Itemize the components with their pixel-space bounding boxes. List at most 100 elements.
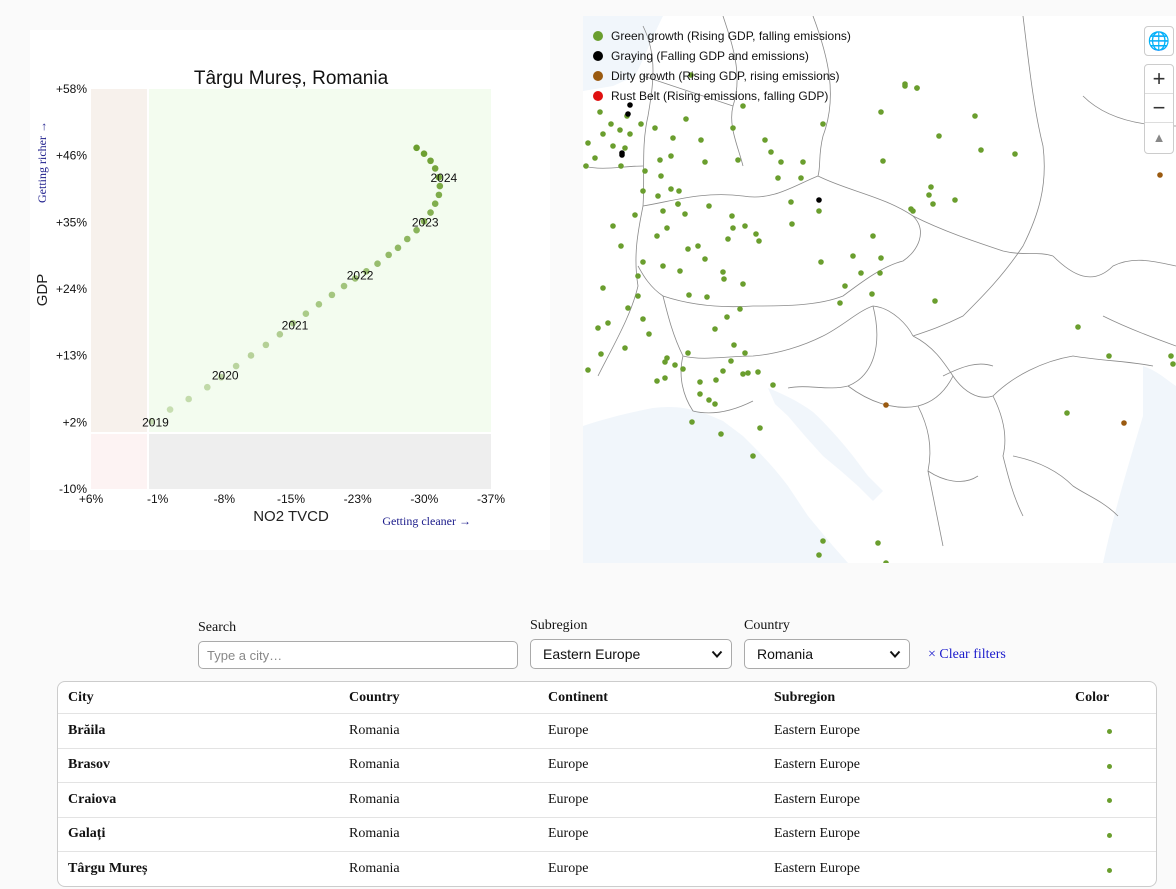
- city-dot[interactable]: [657, 157, 663, 163]
- city-dot[interactable]: [662, 359, 668, 365]
- city-dot[interactable]: [850, 253, 856, 259]
- city-dot[interactable]: [585, 367, 591, 373]
- city-dot[interactable]: [677, 268, 683, 274]
- city-dot[interactable]: [600, 131, 606, 137]
- zoom-in-button[interactable]: +: [1145, 65, 1173, 94]
- city-dot[interactable]: [820, 538, 826, 544]
- city-dot[interactable]: [798, 175, 804, 181]
- city-dot[interactable]: [695, 243, 701, 249]
- city-dot[interactable]: [712, 401, 718, 407]
- city-dot[interactable]: [664, 225, 670, 231]
- city-dot[interactable]: [737, 306, 743, 312]
- city-dot[interactable]: [932, 298, 938, 304]
- city-dot[interactable]: [870, 233, 876, 239]
- city-dot[interactable]: [627, 131, 633, 137]
- city-dot[interactable]: [660, 208, 666, 214]
- city-dot[interactable]: [704, 294, 710, 300]
- city-dot[interactable]: [697, 379, 703, 385]
- table-row[interactable]: Brasov Romania Europe Eastern Europe: [58, 749, 1156, 783]
- city-dot[interactable]: [883, 560, 889, 563]
- city-dots[interactable]: [583, 72, 1176, 563]
- city-dot[interactable]: [595, 325, 601, 331]
- city-dot[interactable]: [683, 116, 689, 122]
- city-dot[interactable]: [642, 168, 648, 174]
- table-row[interactable]: Târgu Mureș Romania Europe Eastern Europe: [58, 852, 1156, 886]
- city-dot[interactable]: [706, 397, 712, 403]
- city-dot[interactable]: [672, 362, 678, 368]
- city-dot[interactable]: [756, 238, 762, 244]
- city-dot[interactable]: [789, 221, 795, 227]
- compass-reset-button[interactable]: ▲: [1152, 130, 1166, 145]
- city-dot[interactable]: [875, 540, 881, 546]
- zoom-out-button[interactable]: −: [1145, 94, 1173, 123]
- city-dot[interactable]: [668, 153, 674, 159]
- city-dot[interactable]: [883, 402, 889, 408]
- city-dot[interactable]: [618, 163, 624, 169]
- city-dot[interactable]: [742, 350, 748, 356]
- city-dot[interactable]: [724, 314, 730, 320]
- city-dot[interactable]: [702, 159, 708, 165]
- search-input[interactable]: [198, 641, 518, 669]
- clear-filters-link[interactable]: × Clear filters: [928, 647, 1006, 662]
- city-dot[interactable]: [1170, 361, 1176, 367]
- city-dot[interactable]: [878, 109, 884, 115]
- city-dot[interactable]: [618, 243, 624, 249]
- city-dot[interactable]: [730, 225, 736, 231]
- city-dot[interactable]: [706, 203, 712, 209]
- city-dot[interactable]: [622, 145, 628, 151]
- city-dot[interactable]: [926, 192, 932, 198]
- city-dot[interactable]: [731, 342, 737, 348]
- city-dot[interactable]: [712, 326, 718, 332]
- city-dot[interactable]: [1075, 324, 1081, 330]
- city-dot[interactable]: [729, 213, 735, 219]
- city-dot[interactable]: [688, 72, 694, 78]
- city-dot[interactable]: [878, 255, 884, 261]
- table-row[interactable]: Brăila Romania Europe Eastern Europe: [58, 714, 1156, 749]
- city-dot[interactable]: [592, 155, 598, 161]
- city-dot[interactable]: [658, 173, 664, 179]
- city-dot[interactable]: [718, 431, 724, 437]
- city-dot[interactable]: [728, 358, 734, 364]
- city-dot[interactable]: [605, 320, 611, 326]
- city-dot[interactable]: [617, 127, 623, 133]
- header-country[interactable]: Country: [349, 689, 400, 705]
- city-dot[interactable]: [730, 125, 736, 131]
- header-color[interactable]: Color: [1075, 689, 1110, 705]
- city-dot[interactable]: [608, 121, 614, 127]
- city-dot[interactable]: [676, 188, 682, 194]
- header-city[interactable]: City: [68, 689, 94, 705]
- city-dot[interactable]: [635, 273, 641, 279]
- city-dot[interactable]: [646, 331, 652, 337]
- city-dot[interactable]: [685, 350, 691, 356]
- city-dot[interactable]: [640, 316, 646, 322]
- city-dot[interactable]: [1064, 410, 1070, 416]
- city-dot[interactable]: [842, 283, 848, 289]
- city-dot[interactable]: [740, 281, 746, 287]
- city-dot[interactable]: [640, 188, 646, 194]
- city-dot[interactable]: [753, 231, 759, 237]
- city-dot[interactable]: [978, 147, 984, 153]
- city-dot[interactable]: [625, 305, 631, 311]
- city-dot[interactable]: [583, 163, 589, 169]
- city-dot[interactable]: [725, 236, 731, 242]
- city-dot[interactable]: [662, 375, 668, 381]
- city-dot[interactable]: [902, 83, 908, 89]
- city-dot[interactable]: [697, 391, 703, 397]
- city-dot[interactable]: [632, 212, 638, 218]
- city-dot[interactable]: [585, 140, 591, 146]
- city-dot[interactable]: [686, 292, 692, 298]
- city-dot[interactable]: [880, 158, 886, 164]
- city-dot[interactable]: [757, 425, 763, 431]
- city-dot[interactable]: [680, 366, 686, 372]
- city-dot[interactable]: [675, 201, 681, 207]
- city-dot[interactable]: [610, 143, 616, 149]
- city-dot[interactable]: [1012, 151, 1018, 157]
- city-dot[interactable]: [742, 223, 748, 229]
- city-dot[interactable]: [1106, 353, 1112, 359]
- city-dot[interactable]: [755, 369, 761, 375]
- city-dot[interactable]: [619, 152, 625, 158]
- header-continent[interactable]: Continent: [548, 689, 608, 705]
- city-dot[interactable]: [698, 137, 704, 143]
- table-row[interactable]: Craiova Romania Europe Eastern Europe: [58, 783, 1156, 818]
- city-dot[interactable]: [930, 201, 936, 207]
